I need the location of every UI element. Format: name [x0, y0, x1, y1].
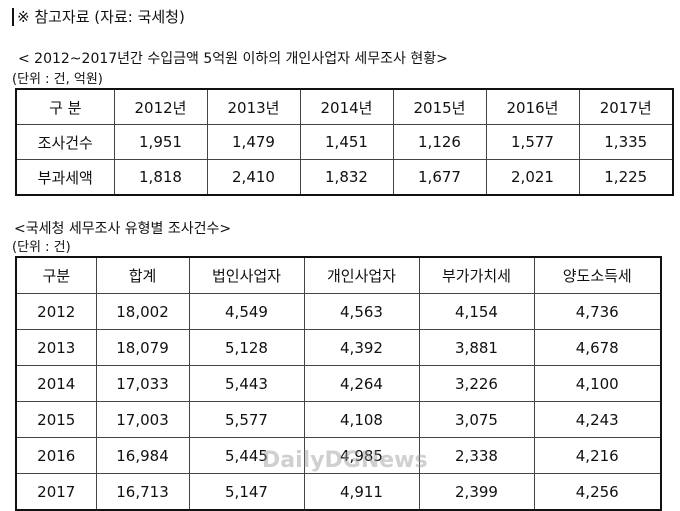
cell: 4,264	[303, 365, 420, 402]
cell: 18,079	[95, 329, 190, 366]
cell: 4,108	[303, 401, 420, 438]
cell: 16,713	[95, 473, 190, 511]
cell: 1,577	[485, 124, 580, 160]
cell: 5,443	[188, 365, 305, 402]
row: 2014 17,033 5,443 4,264 3,226 4,100	[15, 365, 662, 402]
cell: 17,033	[95, 365, 190, 402]
cell: 조사건수	[15, 124, 115, 160]
cell: 2012	[15, 293, 97, 330]
cell: 1,832	[299, 159, 394, 196]
cell: 부가가치세	[418, 256, 535, 294]
cell: 3,881	[418, 329, 535, 366]
cell: 18,002	[95, 293, 190, 330]
row: 부과세액 1,818 2,410 1,832 1,677 2,021 1,225	[15, 159, 674, 196]
header-row: 구분 합계 법인사업자 개인사업자 부가가치세 양도소득세	[15, 256, 662, 294]
cell: 1,818	[113, 159, 208, 196]
cell: 1,451	[299, 124, 394, 160]
cell: 4,911	[303, 473, 420, 511]
row: 2013 18,079 5,128 4,392 3,881 4,678	[15, 329, 662, 366]
table-title: < 2012~2017년간 수입금액 5억원 이하의 개인사업자 세무조사 현황…	[18, 51, 448, 67]
row: 2017 16,713 5,147 4,911 2,399 4,256	[15, 473, 662, 511]
cell: 1,335	[578, 124, 674, 160]
cell: 2,338	[418, 437, 535, 474]
cell: 1,225	[578, 159, 674, 196]
cell: 2014	[15, 365, 97, 402]
cell: 4,154	[418, 293, 535, 330]
cell: 4,216	[533, 437, 662, 474]
cell: 4,549	[188, 293, 305, 330]
cell: 4,100	[533, 365, 662, 402]
cell: 1,479	[206, 124, 301, 160]
unit: (단위 : 건)	[12, 240, 71, 255]
cell: 2,410	[206, 159, 301, 196]
cell: 1,951	[113, 124, 208, 160]
cell: 2012년	[113, 88, 208, 125]
cell: 합계	[95, 256, 190, 294]
table: 구 분 2012년 2013년 2014년 2015년 2016년 2017년 조사건수 1,9…	[15, 88, 674, 196]
cell: 3,075	[418, 401, 535, 438]
row: 조사건수 1,951 1,479 1,451 1,126 1,577 1,335	[15, 124, 674, 160]
row: 2012 18,002 4,549 4,563 4,154 4,736	[15, 293, 662, 330]
cell: 2013년	[206, 88, 301, 125]
cell: 1,677	[392, 159, 487, 196]
cell: 3,226	[418, 365, 535, 402]
table-title: <국세청 세무조사 유형별 조사건수>	[14, 221, 232, 237]
row: 2016 16,984 5,445 4,985 2,338 4,216	[15, 437, 662, 474]
cell: 2013	[15, 329, 97, 366]
cell: 4,985	[303, 437, 420, 474]
cell: 2014년	[299, 88, 394, 125]
cell: 1,126	[392, 124, 487, 160]
page: ※ 참고자료 (자료: 국세청) < 2012~2017년간 수입금액 5억원 …	[12, 8, 674, 511]
cell: 17,003	[95, 401, 190, 438]
cell: 법인사업자	[188, 256, 305, 294]
cell: 4,256	[533, 473, 662, 511]
cell: 2015년	[392, 88, 487, 125]
cell: 4,563	[303, 293, 420, 330]
row: 2015 17,003 5,577 4,108 3,075 4,243	[15, 401, 662, 438]
cell: 4,392	[303, 329, 420, 366]
unit: (단위 : 건, 억원)	[12, 72, 103, 87]
cell: 구분	[15, 256, 97, 294]
cell: 5,577	[188, 401, 305, 438]
cell: 부과세액	[15, 159, 115, 196]
cell: 2015	[15, 401, 97, 438]
cell: 5,128	[188, 329, 305, 366]
cell: 2016년	[485, 88, 580, 125]
cell: 2017년	[578, 88, 674, 125]
cell: 2,021	[485, 159, 580, 196]
cell: 4,243	[533, 401, 662, 438]
cell: 개인사업자	[303, 256, 420, 294]
cell: 5,147	[188, 473, 305, 511]
note: ※ 참고자료 (자료: 국세청)	[12, 8, 185, 26]
cell: 2016	[15, 437, 97, 474]
cell: 구 분	[15, 88, 115, 125]
cell: 4,736	[533, 293, 662, 330]
header-row: 구 분 2012년 2013년 2014년 2015년 2016년 2017년	[15, 88, 674, 125]
cell: 4,678	[533, 329, 662, 366]
cell: 양도소득세	[533, 256, 662, 294]
cell: 16,984	[95, 437, 190, 474]
cell: 2,399	[418, 473, 535, 511]
watermark: DailyDGNews	[262, 448, 428, 473]
cell: 5,445	[188, 437, 305, 474]
cell: 2017	[15, 473, 97, 511]
